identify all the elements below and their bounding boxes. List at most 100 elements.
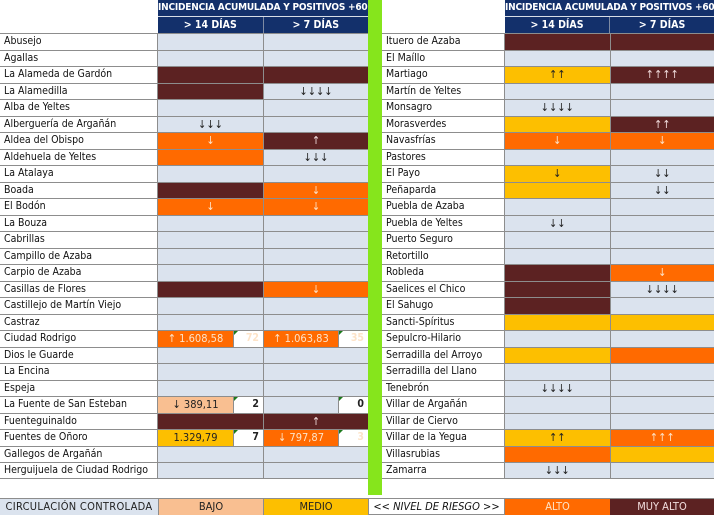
municipality-name: Dios le Guarde [0,347,158,363]
incidence-7-days-cell: ↓↓↓↓ [263,83,368,99]
incidence-14-days-cell [505,314,610,330]
incidence-value: ↑↑ [653,117,671,131]
incidence-value: ↓↓↓ [198,117,223,131]
municipality-name: Martiago [382,67,505,83]
municipality-name: Castraz [0,314,158,330]
incidence-value: ↓ [206,200,215,213]
municipality-name: Sancti-Spíritus [382,314,505,330]
table-row: Sancti-Spíritus [382,313,714,331]
municipality-name: Villar de Argañán [382,397,505,413]
incidence-7-days-cell [263,380,368,396]
header-7-days: > 7 DÍAS [609,17,714,33]
incidence-value: ↓ [311,282,321,296]
legend-bajo: BAJO [158,498,263,515]
positives-count: 0 [338,397,368,413]
incidence-value: ↓↓ [653,183,671,197]
incidence-value [611,331,714,347]
table-row: Alberguería de Argañán ↓↓↓ [0,115,368,132]
incidence-value [611,348,714,364]
legend-medio: MEDIO [263,498,368,515]
municipality-name: La Alamedilla [0,83,158,99]
incidence-14-days-cell [505,446,610,462]
incidence-value [158,414,263,430]
table-row: Pastores [382,148,714,165]
incidence-value: ↓↓↓ [303,150,329,164]
incidence-7-days-cell [609,232,714,248]
header-blank [0,0,158,33]
incidence-value: ↑ [311,134,321,147]
table-row: Carpio de Azaba [0,264,368,281]
incidence-14-days-cell: ↑↑ [505,430,610,446]
positives-count: 2 [233,397,263,413]
incidence-value [611,315,714,331]
table-row: Aldea del Obispo ↓ ↑ [0,132,368,149]
incidence-14-days-cell: 1.329,79 7 [158,430,263,446]
incidence-7-days-cell [609,100,714,116]
incidence-7-days-cell [609,83,714,99]
incidence-14-days-cell: ↑↑ [505,67,610,83]
municipality-name: Serradilla del Arroyo [382,347,505,363]
municipality-name: Fuentes de Oñoro [0,430,158,446]
legend-alto: ALTO [505,498,610,515]
incidence-7-days-cell [609,446,714,462]
municipality-name: Boada [0,182,158,198]
table-row: El Payo ↓ ↓↓ [382,165,714,182]
incidence-value [264,298,368,314]
table-row: El Maíllo [382,49,714,66]
municipality-name: El Payo [382,166,505,182]
table-row: Boada ↓ [0,181,368,198]
incidence-7-days-cell: ↑↑↑ [609,430,714,446]
table-row: Martiago ↑↑ ↑↑↑↑ [382,66,714,83]
incidence-value [264,364,368,380]
municipality-name: Villasrubias [382,446,505,462]
incidence-14-days-cell: ↓↓↓ [505,463,610,478]
incidence-value [264,397,338,413]
municipality-name: Gallegos de Argañán [0,446,158,462]
municipality-name: La Bouza [0,215,158,231]
municipality-name: Ituero de Azaba [382,34,505,50]
incidence-value: ↑↑↑↑ [645,68,679,81]
incidence-value: ↑↑ [548,68,566,81]
incidence-value [505,282,610,298]
table-row: Navasfrías ↓ ↓ [382,132,714,149]
table-row: Casillas de Flores ↓ [0,280,368,298]
table-row: La Fuente de San Esteban ↓ 389,11 2 0 [0,396,368,413]
table-row: La Alameda de Gardón [0,66,368,83]
incidence-value: ↑↑ [548,431,566,444]
incidence-value: ↓ [311,200,321,213]
incidence-value [158,364,263,380]
table-row: El Bodón ↓ ↓ [0,198,368,215]
incidence-value [505,298,610,314]
municipality-name: Fuenteguinaldo [0,413,158,429]
table-row: Villar de la Yegua ↑↑ ↑↑↑ [382,429,714,446]
municipality-name: Aldehuela de Yeltes [0,149,158,165]
incidence-value [611,199,714,215]
incidence-value [158,381,263,397]
table-row: Fuenteguinaldo ↑ [0,412,368,430]
incidence-14-days-cell [505,34,610,50]
incidence-7-days-cell [263,232,368,248]
municipality-name: Carpio de Azaba [0,265,158,281]
incidence-value: 1.329,79 [173,431,218,444]
incidence-7-days-cell: ↓↓ [609,182,714,198]
incidence-value [158,34,263,50]
incidence-7-days-cell: ↓ [609,133,714,149]
incidence-7-days-cell [609,50,714,66]
municipality-name: Villar de Ciervo [382,413,505,429]
incidence-14-days-cell [158,314,263,330]
incidence-value: ↑ [311,414,321,428]
incidence-7-days-cell: ↓ [263,182,368,198]
incidence-value [158,348,263,364]
incidence-7-days-cell [609,298,714,314]
table-row: Gallegos de Argañán [0,445,368,462]
incidence-value [158,282,263,298]
incidence-value: ↓ 389,11 [172,398,219,411]
incidence-value [611,414,714,430]
table-row: La Encina [0,363,368,380]
incidence-value [264,232,368,248]
table-row: Puebla de Azaba [382,198,714,215]
incidence-14-days-cell [158,248,263,264]
incidence-7-days-cell [263,116,368,132]
incidence-7-days-cell [609,215,714,231]
header-title: INCIDENCIA ACUMULADA Y POSITIVOS +60 AÑO… [158,2,368,13]
